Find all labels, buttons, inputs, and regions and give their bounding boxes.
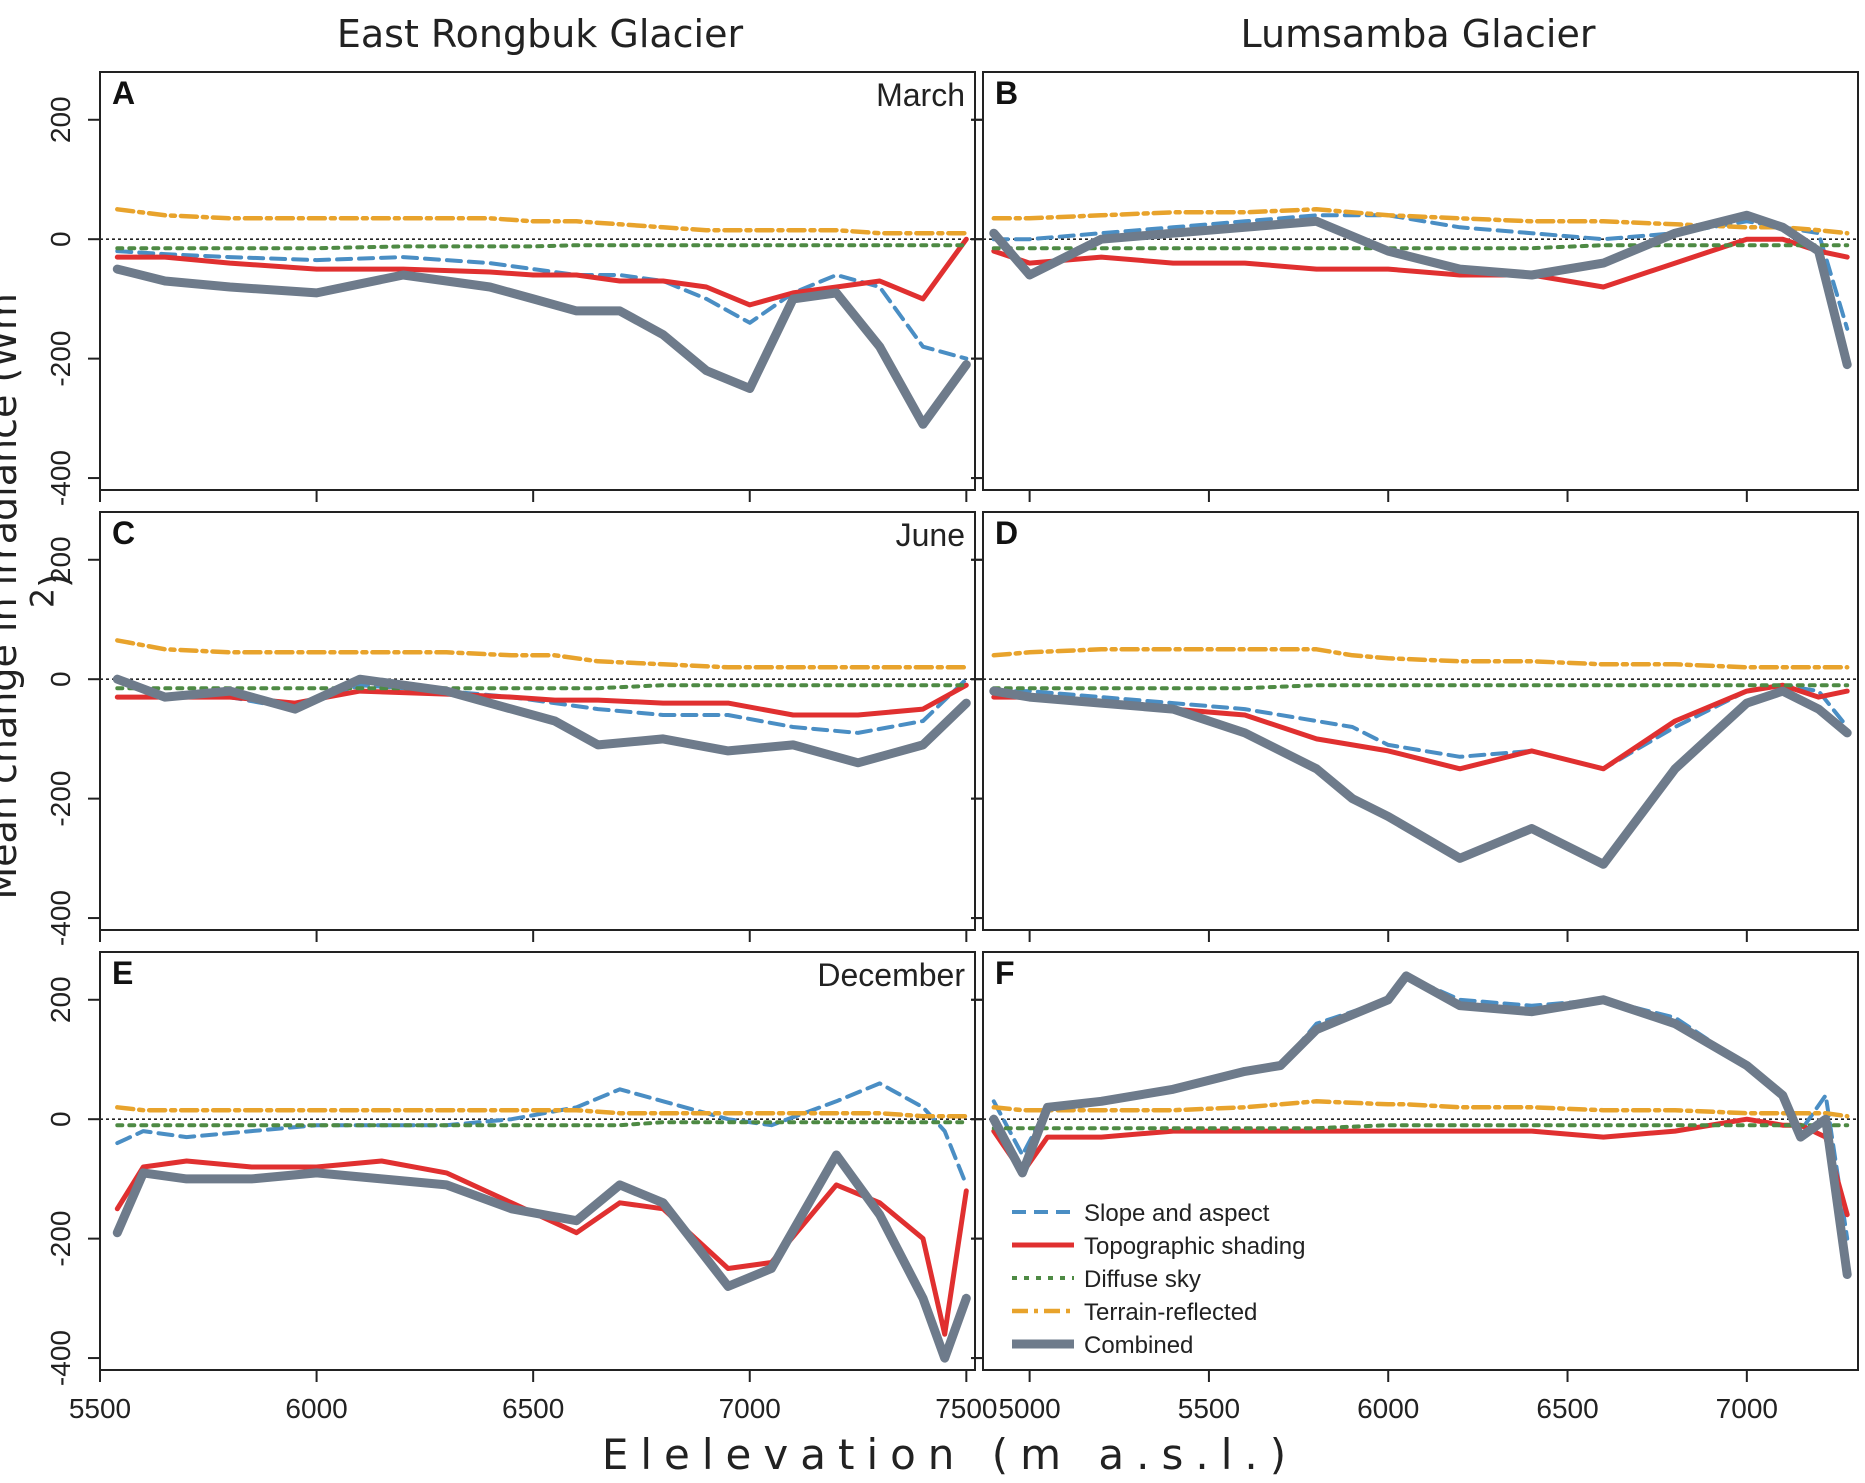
panel-e-series-slope-and-aspect	[115, 1081, 969, 1187]
panel-c-series-terrain-reflected	[115, 638, 969, 670]
panel-f-series-topographic-shading	[991, 1116, 1850, 1218]
panel-f-xtick-label: 5500	[1178, 1393, 1240, 1424]
panel-c-ytick-label: -200	[45, 771, 76, 827]
panel-a-ytick-label: -200	[45, 331, 76, 387]
panel-b-series-diffuse-sky	[991, 243, 1850, 251]
panel-f-letter: F	[995, 955, 1015, 991]
panel-c-series-combined	[112, 674, 971, 768]
x-axis-label: Elelevation (m a.s.l.)	[601, 1430, 1299, 1479]
panel-a-letter: A	[112, 75, 135, 111]
panel-e: -400 -200 0 200 5500 6000 6500 7000 7500 E Decembe…	[45, 951, 997, 1424]
panel-a-series-terrain-reflected	[115, 207, 969, 236]
panel-d-frame	[982, 511, 1859, 931]
panel-e-ytick-label: 0	[45, 1111, 76, 1127]
panel-b-series-combined	[989, 210, 1852, 370]
panel-b: B	[971, 71, 1859, 502]
legend-label-topographic-shading: Topographic shading	[1084, 1233, 1306, 1260]
panel-b-frame	[982, 71, 1859, 491]
panel-a-series-topographic-shading	[114, 236, 969, 308]
legend-label-combined: Combined	[1084, 1332, 1193, 1359]
panel-f-series-terrain-reflected	[991, 1099, 1850, 1119]
panel-e-month-label: December	[817, 957, 965, 993]
panel-d-series-diffuse-sky	[991, 683, 1850, 691]
panel-d-letter: D	[995, 515, 1018, 551]
panel-e-series-topographic-shading	[114, 1158, 969, 1337]
panel-a-ytick-label: 200	[45, 96, 76, 143]
panel-c-frame	[99, 511, 976, 931]
panel-f-xtick-label: 5000	[998, 1393, 1060, 1424]
panel-e-xtick-label: 5500	[69, 1393, 131, 1424]
column-title-lumsamba: Lumsamba Glacier	[1240, 12, 1596, 56]
panel-c-letter: C	[112, 515, 135, 551]
column-title-east-rongbuk: East Rongbuk Glacier	[336, 12, 744, 56]
panel-e-frame	[99, 951, 976, 1371]
panel-e-xtick-label: 7500	[935, 1393, 997, 1424]
panel-c-month-label: June	[896, 517, 965, 553]
panel-d-series-terrain-reflected	[991, 647, 1850, 670]
panel-a-month-label: March	[876, 77, 965, 113]
panel-a-frame	[99, 71, 976, 491]
panel-a-series-slope-and-aspect	[115, 249, 969, 361]
panel-c: -400 -200 0 200 C June	[45, 511, 976, 946]
panel-e-xtick-label: 7000	[719, 1393, 781, 1424]
legend: Slope and aspect Topographic shading Diffu…	[1012, 1200, 1306, 1359]
panel-a-series-diffuse-sky	[115, 243, 969, 251]
panel-a-series-combined	[112, 264, 971, 429]
panel-e-series-diffuse-sky	[115, 1120, 969, 1128]
panel-f-xtick-label: 7000	[1716, 1393, 1778, 1424]
panel-e-xtick-label: 6500	[502, 1393, 564, 1424]
panel-f-series-diffuse-sky	[991, 1123, 1850, 1131]
panel-e-xtick-label: 6000	[285, 1393, 347, 1424]
panel-c-ytick-label: 200	[45, 536, 76, 583]
panel-b-letter: B	[995, 75, 1018, 111]
panel-d-series-combined	[989, 686, 1852, 869]
panel-e-letter: E	[112, 955, 133, 991]
panel-c-ytick-label: 0	[45, 671, 76, 687]
panel-e-series-combined	[112, 1150, 971, 1363]
panel-b-series-topographic-shading	[991, 236, 1850, 290]
panel-e-ytick-label: -400	[45, 1330, 76, 1386]
panel-f: 5000 5500 6000 6500 7000 F	[971, 951, 1859, 1424]
panel-d: D	[971, 511, 1859, 942]
panel-f-series-combined	[989, 971, 1852, 1279]
panel-c-series-diffuse-sky	[115, 683, 969, 691]
panel-a-ytick-label: -400	[45, 450, 76, 506]
panel-f-xtick-label: 6000	[1357, 1393, 1419, 1424]
panel-c-ytick-label: -400	[45, 890, 76, 946]
panel-e-ytick-label: 200	[45, 976, 76, 1023]
panel-a: -400 -200 0 200 A March	[45, 71, 976, 506]
panel-f-xtick-label: 6500	[1536, 1393, 1598, 1424]
legend-label-diffuse-sky: Diffuse sky	[1084, 1266, 1201, 1293]
panel-f-frame	[982, 951, 1859, 1371]
legend-label-terrain-reflected: Terrain-reflected	[1084, 1299, 1257, 1326]
panel-e-ytick-label: -200	[45, 1211, 76, 1267]
legend-label-slope-and-aspect: Slope and aspect	[1084, 1200, 1270, 1227]
panel-e-series-terrain-reflected	[115, 1105, 969, 1119]
panel-a-ytick-label: 0	[45, 231, 76, 247]
